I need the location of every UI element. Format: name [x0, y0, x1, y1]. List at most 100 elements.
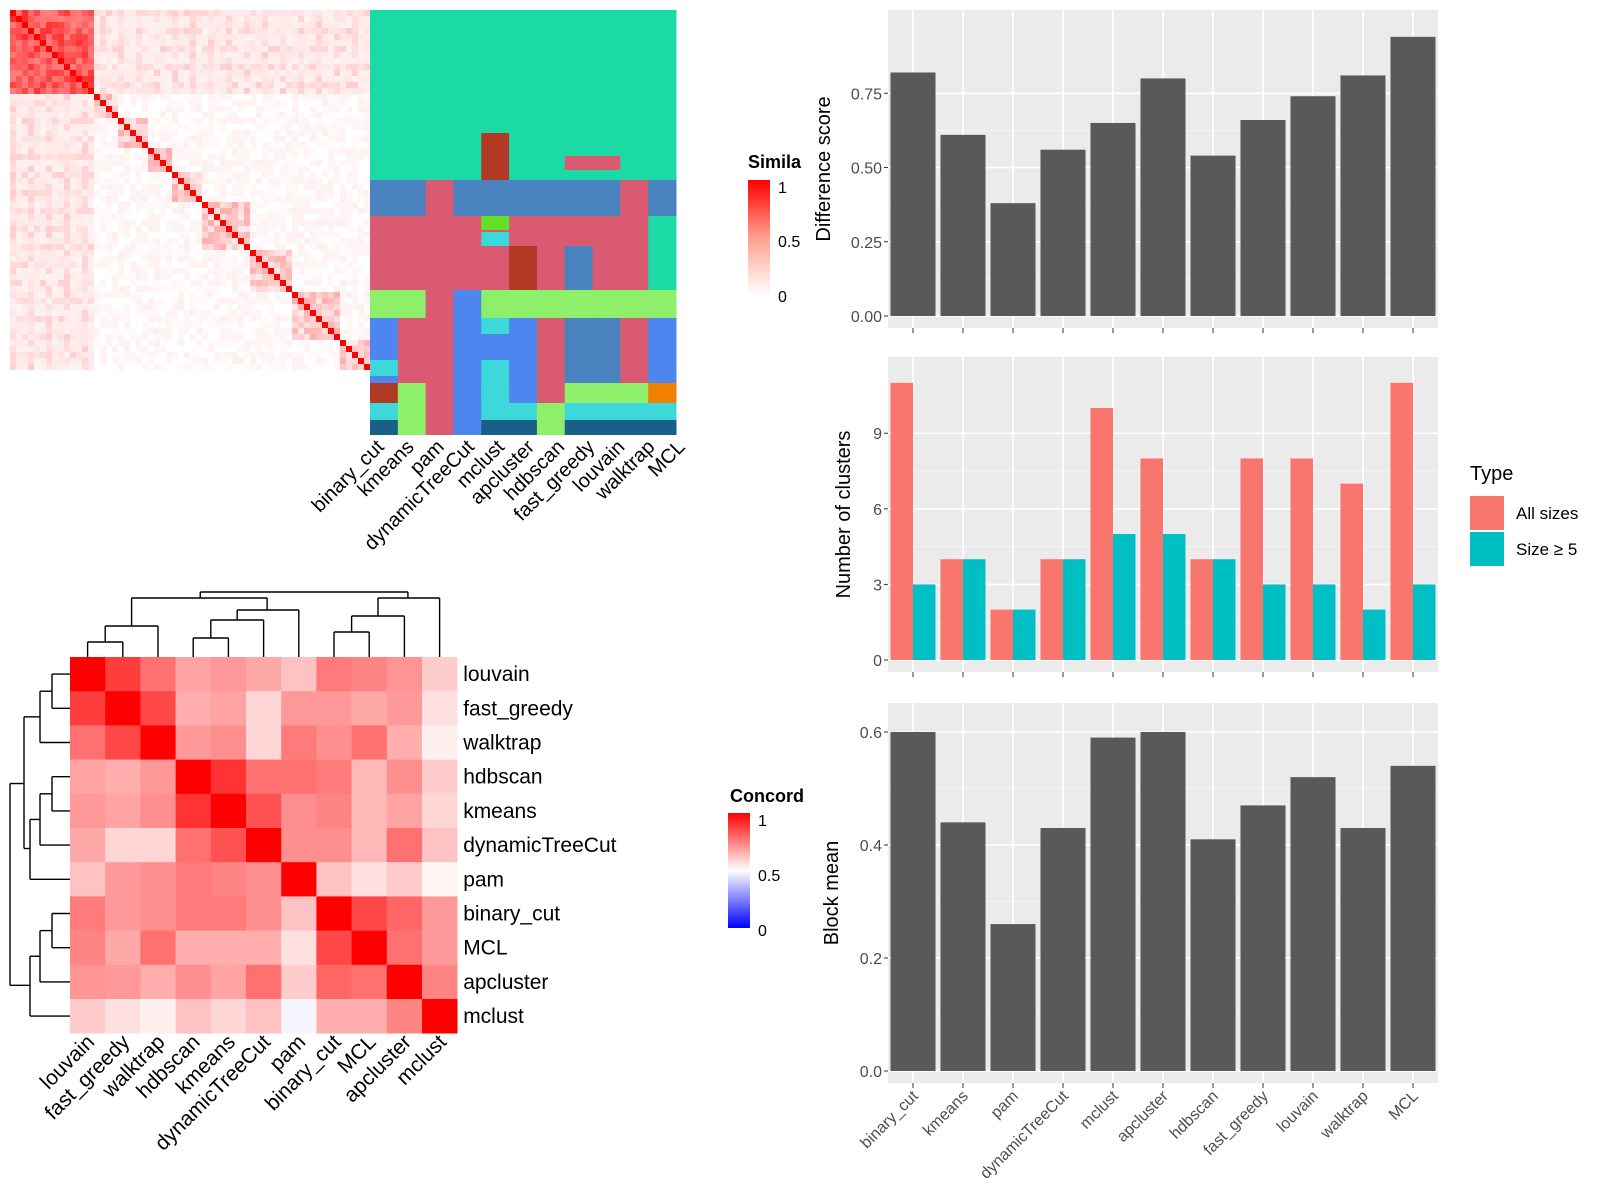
classification-block: [425, 420, 454, 435]
classification-block: [564, 420, 594, 435]
similarity-cell: [214, 106, 220, 112]
similarity-cell: [22, 316, 28, 322]
similarity-cell: [154, 52, 160, 58]
similarity-cell: [364, 286, 370, 292]
similarity-cell: [328, 34, 334, 40]
similarity-cell: [76, 124, 82, 130]
similarity-cell: [160, 46, 166, 52]
similarity-cell: [40, 208, 46, 214]
concordance-row-label: apcluster: [463, 971, 548, 994]
similarity-cell: [70, 286, 76, 292]
concordance-cell: [386, 793, 423, 829]
concordance-row-label: dynamicTreeCut: [463, 834, 616, 857]
similarity-cell: [196, 340, 202, 346]
similarity-cell: [232, 136, 238, 142]
similarity-cell: [166, 94, 172, 100]
similarity-cell: [28, 118, 34, 124]
y-tick-label: 0.4: [860, 838, 882, 855]
similarity-cell: [28, 94, 34, 100]
similarity-cell: [28, 202, 34, 208]
similarity-cell: [256, 232, 262, 238]
similarity-cell: [64, 226, 70, 232]
similarity-cell: [214, 58, 220, 64]
similarity-cell: [280, 28, 286, 34]
similarity-cell: [334, 16, 340, 22]
similarity-cell: [184, 40, 190, 46]
similarity-cell: [352, 328, 358, 334]
similarity-cell: [76, 214, 82, 220]
similarity-cell: [70, 52, 76, 58]
similarity-cell: [118, 334, 124, 340]
similarity-cell: [232, 178, 238, 184]
similarity-cell: [16, 154, 22, 160]
similarity-cell: [100, 112, 106, 118]
similarity-cell: [298, 298, 304, 304]
similarity-cell: [250, 298, 256, 304]
similarity-cell: [46, 292, 52, 298]
similarity-cell: [160, 76, 166, 82]
similarity-cell: [238, 298, 244, 304]
similarity-cell: [34, 292, 40, 298]
similarity-cell: [136, 334, 142, 340]
similarity-cell: [352, 256, 358, 262]
similarity-cell: [316, 82, 322, 88]
similarity-cell: [142, 196, 148, 202]
similarity-cell: [76, 328, 82, 334]
similarity-cell: [112, 328, 118, 334]
similarity-cell: [172, 280, 178, 286]
similarity-cell: [64, 82, 70, 88]
similarity-cell: [22, 64, 28, 70]
bar: [990, 924, 1036, 1071]
similarity-cell: [10, 70, 16, 76]
similarity-cell: [76, 208, 82, 214]
similarity-cell: [346, 202, 352, 208]
similarity-cell: [190, 304, 196, 310]
similarity-cell: [232, 88, 238, 94]
similarity-cell: [22, 298, 28, 304]
similarity-cell: [52, 280, 58, 286]
classification-block: [620, 383, 649, 403]
concordance-cell: [246, 725, 282, 760]
classification-block: [620, 180, 649, 216]
similarity-cell: [352, 34, 358, 40]
similarity-cell: [304, 154, 310, 160]
similarity-cell: [244, 64, 250, 70]
concordance-cell: [351, 862, 388, 897]
similarity-cell: [268, 220, 274, 226]
similarity-cell: [172, 142, 178, 148]
similarity-cell: [22, 244, 28, 250]
similarity-cell: [136, 232, 142, 238]
similarity-cell: [298, 70, 304, 76]
similarity-cell: [88, 10, 94, 16]
similarity-cell: [250, 208, 256, 214]
similarity-cell: [88, 238, 94, 244]
similarity-cell: [316, 232, 322, 238]
similarity-cell: [28, 82, 34, 88]
similarity-cell: [292, 112, 298, 118]
similarity-cell: [46, 112, 52, 118]
similarity-cell: [100, 304, 106, 310]
similarity-cell: [226, 208, 232, 214]
similarity-cell: [304, 94, 310, 100]
similarity-cell: [166, 46, 172, 52]
similarity-cell: [304, 142, 310, 148]
similarity-cell: [142, 274, 148, 280]
bar-all-sizes: [1190, 559, 1213, 660]
similarity-cell: [94, 64, 100, 70]
similarity-cell: [358, 346, 364, 352]
similarity-cell: [10, 154, 16, 160]
similarity-cell: [106, 250, 112, 256]
similarity-cell: [274, 298, 280, 304]
bar-size-ge-5: [1063, 559, 1086, 660]
similarity-cell: [226, 70, 232, 76]
similarity-cell: [208, 310, 214, 316]
similarity-cell: [16, 298, 22, 304]
similarity-cell: [196, 136, 202, 142]
bar-size-ge-5: [1313, 584, 1336, 660]
classification-block: [648, 180, 677, 216]
x-tick-label: binary_cut: [858, 1087, 923, 1152]
similarity-cell: [274, 64, 280, 70]
similarity-cell: [238, 22, 244, 28]
similarity-cell: [190, 82, 196, 88]
similarity-cell: [136, 292, 142, 298]
